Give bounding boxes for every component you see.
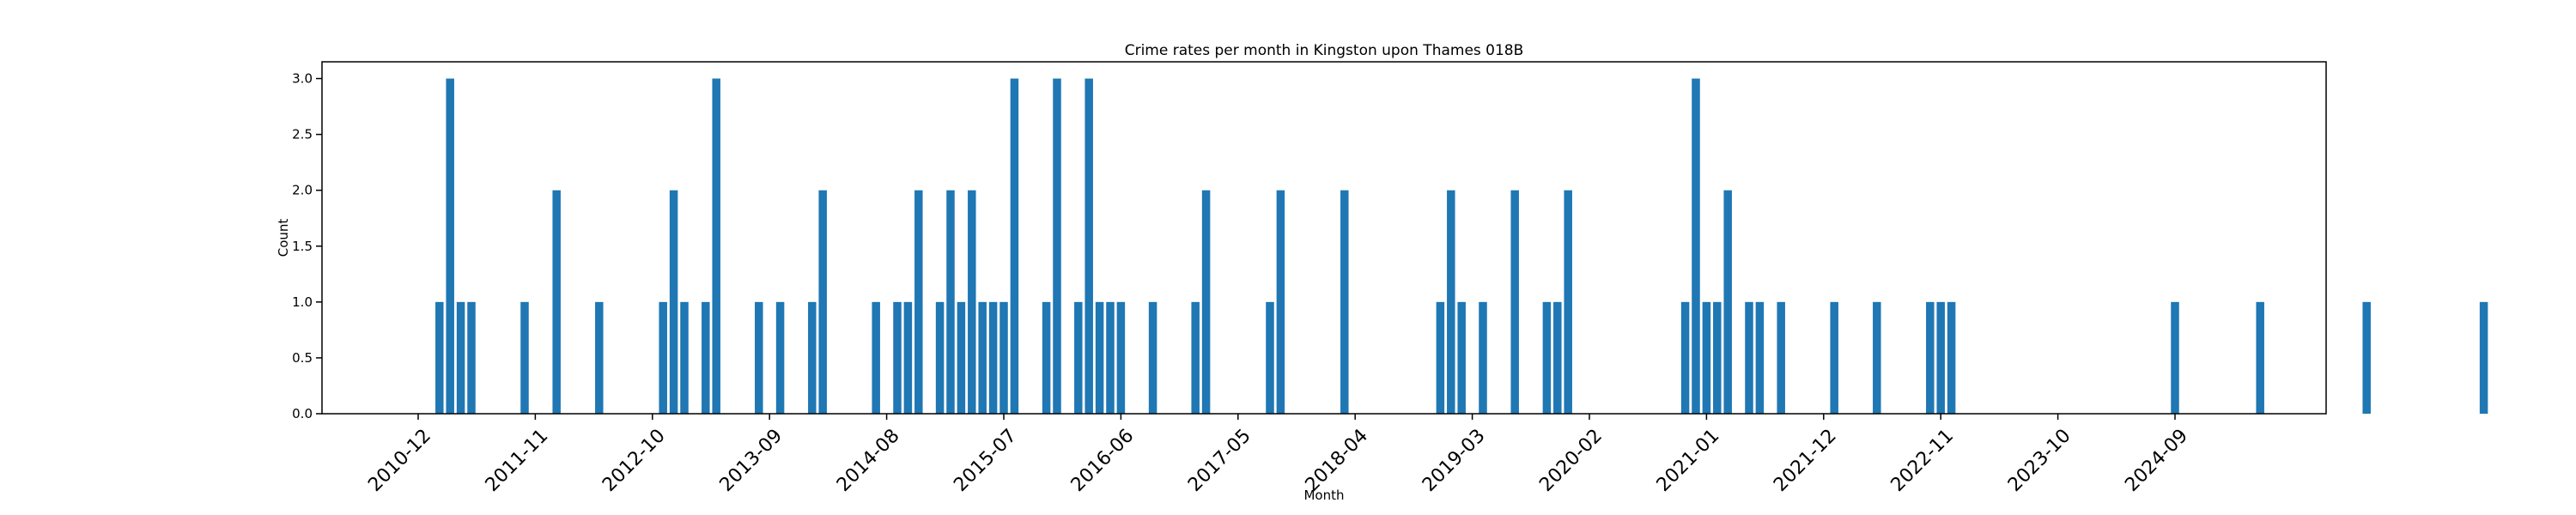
bar-2012-11 (659, 301, 667, 414)
bar-2012-12 (669, 190, 678, 414)
x-tick-label: 2017-05 (1184, 425, 1255, 496)
bar-2018-03 (1340, 190, 1349, 414)
bar-2019-10 (1542, 301, 1552, 414)
bar-2021-06 (1755, 301, 1765, 414)
bar-2019-04 (1479, 301, 1487, 414)
bar-2021-02 (1713, 301, 1722, 414)
y-axis: 0.0 0.5 1.0 1.5 2.0 2.5 3.0 (292, 71, 322, 421)
bar-2014-07 (872, 301, 880, 414)
bar-2026-03 (2362, 301, 2371, 414)
x-tick-label: 2014-08 (833, 425, 904, 496)
bar-2027-02 (2479, 301, 2488, 414)
bar-2015-01 (935, 301, 945, 414)
y-tick-label: 2.0 (292, 183, 313, 198)
bar-2011-02 (435, 301, 444, 414)
bar-2022-12 (1947, 301, 1956, 414)
bar-2025-05 (2256, 301, 2264, 414)
plot-frame (321, 61, 2327, 415)
x-tick-label: 2023-10 (2004, 425, 2075, 496)
x-tick-label: 2019-03 (1419, 425, 1490, 496)
bar-2014-01 (808, 301, 817, 414)
bar-2016-09 (1148, 301, 1157, 414)
bar-2011-04 (456, 301, 465, 414)
bar-2016-04 (1095, 301, 1104, 414)
bar-2014-02 (818, 190, 827, 414)
bar-2017-02 (1201, 190, 1211, 414)
bar-2021-05 (1745, 301, 1753, 414)
bar-2014-09 (893, 301, 902, 414)
bar-2011-10 (520, 301, 529, 414)
x-axis-label: Month (1303, 488, 1344, 503)
bar-2012-05 (595, 301, 604, 414)
bar-2011-05 (467, 301, 476, 414)
x-tick-label: 2018-04 (1302, 425, 1373, 496)
x-tick-label: 2021-12 (1770, 425, 1841, 496)
bar-2022-11 (1936, 301, 1945, 414)
bar-2017-01 (1191, 301, 1200, 414)
bar-2015-04 (968, 190, 976, 414)
x-tick-label: 2011-11 (482, 425, 553, 496)
bar-2019-12 (1564, 190, 1572, 414)
bar-2013-08 (755, 301, 763, 414)
bar-2014-11 (914, 190, 923, 414)
x-tick-label: 2022-11 (1887, 425, 1959, 496)
bar-2021-08 (1777, 301, 1785, 414)
bar-2017-09 (1276, 190, 1285, 414)
bar-2015-02 (946, 190, 955, 414)
chart-title: Crime rates per month in Kingston upon T… (1125, 42, 1524, 59)
bar-2013-03 (702, 301, 710, 414)
x-tick-label: 2013-09 (716, 425, 787, 496)
bar-2017-08 (1266, 301, 1274, 414)
x-tick-label: 2015-07 (950, 425, 1021, 496)
bar-2018-12 (1436, 301, 1445, 414)
bar-2019-02 (1457, 301, 1466, 414)
y-tick-label: 2.5 (292, 127, 313, 142)
bar-2015-12 (1053, 78, 1061, 415)
bar-2016-02 (1074, 301, 1083, 414)
bar-2022-05 (1873, 301, 1881, 414)
x-tick-label: 2024-09 (2121, 425, 2192, 496)
bar-2021-01 (1702, 301, 1711, 414)
bar-2019-07 (1510, 190, 1519, 414)
bar-2016-05 (1106, 301, 1115, 414)
bar-2020-11 (1680, 301, 1690, 414)
bar-2021-03 (1723, 190, 1732, 414)
bar-2015-07 (999, 301, 1008, 414)
bar-2011-03 (446, 78, 454, 415)
bar-2015-11 (1042, 301, 1051, 414)
x-tick-label: 2016-06 (1067, 425, 1139, 496)
y-tick-label: 0.0 (292, 406, 313, 421)
bar-2015-06 (988, 301, 998, 414)
bar-2022-10 (1926, 301, 1935, 414)
bar-2022-01 (1830, 301, 1838, 414)
x-tick-label: 2020-02 (1535, 425, 1607, 496)
bar-2013-04 (712, 78, 720, 415)
y-tick-label: 3.0 (292, 71, 313, 87)
bar-2013-10 (775, 301, 785, 414)
bars-group (435, 78, 2488, 415)
bar-2015-03 (957, 301, 966, 414)
bar-2024-09 (2171, 301, 2179, 414)
bar-2019-01 (1447, 190, 1455, 414)
x-tick-label: 2010-12 (364, 425, 435, 496)
x-tick-label: 2021-01 (1653, 425, 1724, 496)
bar-2019-11 (1553, 301, 1562, 414)
bar-2016-06 (1116, 301, 1126, 414)
x-axis: 2010-12 2011-11 2012-10 2013-09 2014-08 2015-… (364, 414, 2192, 496)
y-tick-label: 1.0 (292, 294, 313, 310)
bar-2013-01 (680, 301, 689, 414)
y-axis-label: Count (276, 219, 291, 258)
bar-2016-03 (1084, 78, 1093, 415)
bar-2020-12 (1692, 78, 1700, 415)
y-tick-label: 1.5 (292, 239, 313, 254)
bar-2014-10 (903, 301, 913, 414)
bar-2012-01 (552, 190, 561, 414)
bar-2015-05 (978, 301, 987, 414)
bar-2015-08 (1010, 78, 1019, 415)
y-tick-label: 0.5 (292, 350, 313, 366)
x-tick-label: 2012-10 (598, 425, 670, 496)
